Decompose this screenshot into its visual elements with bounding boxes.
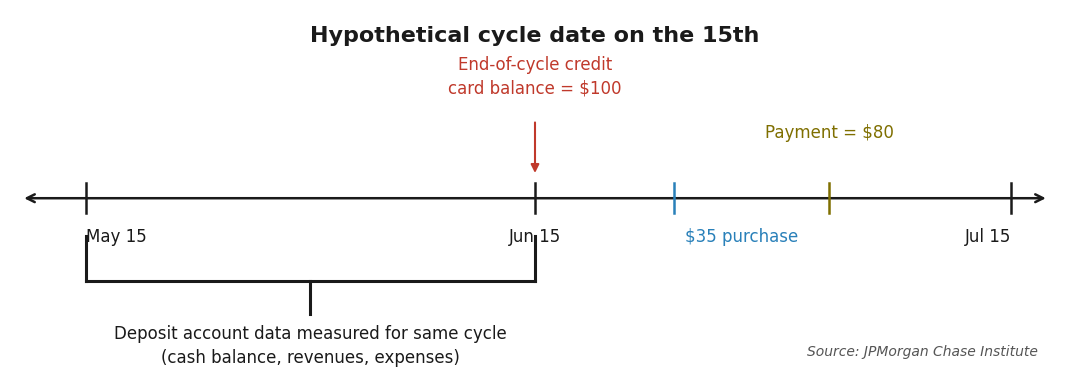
Text: Source: JPMorgan Chase Institute: Source: JPMorgan Chase Institute: [807, 345, 1038, 359]
Text: May 15: May 15: [86, 228, 147, 246]
Text: Jul 15: Jul 15: [965, 228, 1011, 246]
Text: Deposit account data measured for same cycle
(cash balance, revenues, expenses): Deposit account data measured for same c…: [113, 325, 507, 367]
Text: Jun 15: Jun 15: [509, 228, 561, 246]
Text: $35 purchase: $35 purchase: [685, 228, 798, 246]
Text: Payment = $80: Payment = $80: [765, 124, 893, 142]
Text: End-of-cycle credit
card balance = $100: End-of-cycle credit card balance = $100: [448, 56, 622, 98]
Text: Hypothetical cycle date on the 15th: Hypothetical cycle date on the 15th: [310, 26, 760, 46]
